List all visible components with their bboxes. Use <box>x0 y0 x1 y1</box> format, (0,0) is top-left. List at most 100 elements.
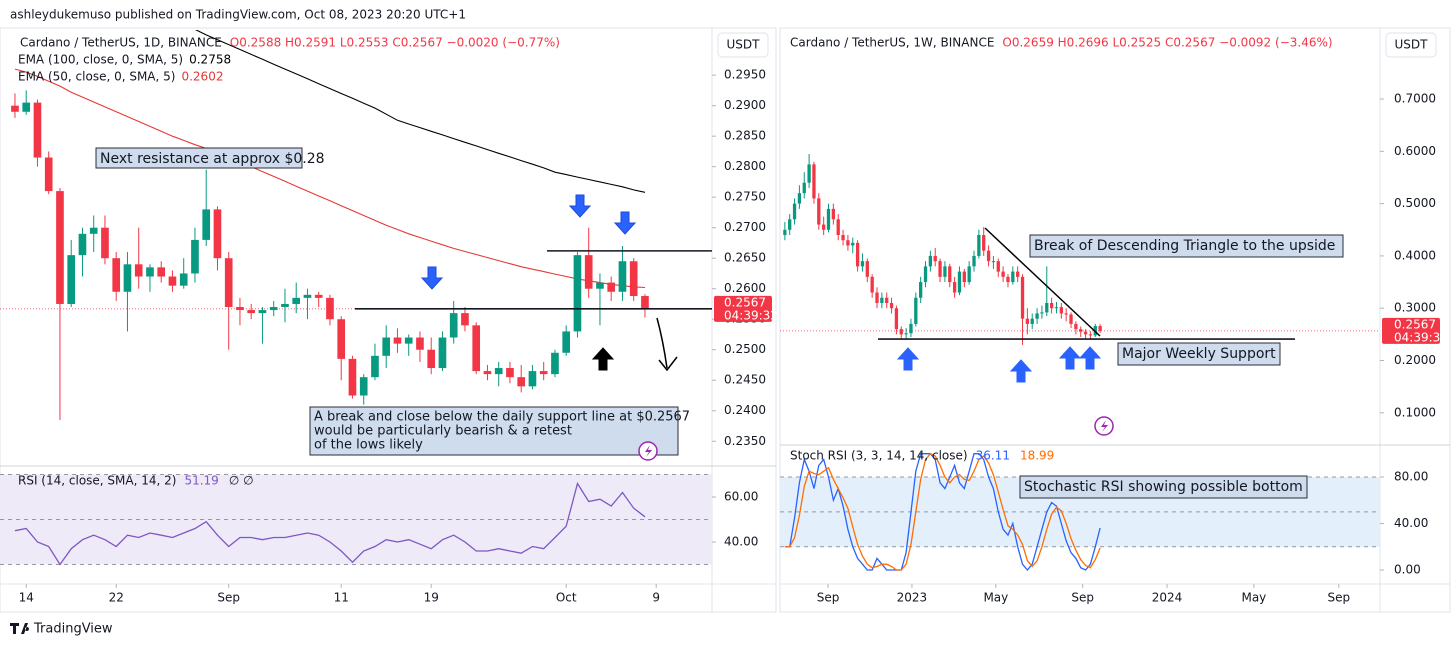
annotation-box <box>1019 475 1308 499</box>
legend-series-value: 18.99 <box>1020 449 1054 463</box>
candle-body <box>870 276 874 293</box>
candle-body <box>1020 276 1025 319</box>
triangle-line <box>984 227 1101 337</box>
candle-body <box>22 102 31 112</box>
x-tick-label: 2024 <box>1152 591 1183 605</box>
candle-body <box>933 255 937 262</box>
price-tag <box>1382 317 1440 344</box>
y-tick-label: 0.2950 <box>724 68 766 82</box>
candle-body <box>836 219 840 235</box>
currency-box <box>717 32 769 58</box>
candle-body <box>123 264 132 292</box>
arrow-up <box>1078 346 1102 370</box>
candle-body <box>494 368 503 375</box>
candle-body <box>952 282 957 293</box>
candle-body <box>179 273 188 286</box>
y-tick-label: 0.2750 <box>724 190 766 204</box>
candle-body <box>618 261 627 292</box>
candle-body <box>875 292 879 303</box>
candle-body <box>802 182 806 194</box>
series-line <box>194 30 646 193</box>
candle-body <box>202 209 211 240</box>
arrow-up <box>591 347 615 371</box>
event-icon-bolt <box>645 445 652 457</box>
y-tick-label: 0.2500 <box>724 342 766 356</box>
candle-body <box>846 240 850 246</box>
black-arrow-head <box>658 356 678 372</box>
currency-label: USDT <box>727 38 761 52</box>
candle-body <box>1045 302 1049 313</box>
series-line <box>784 453 1101 572</box>
candle-body <box>957 271 962 293</box>
blue-arrow-down <box>420 266 444 290</box>
x-tick-label: 11 <box>334 591 349 605</box>
legend-series-value: 0.2758 <box>189 53 231 67</box>
annotation-text: Stochastic RSI showing possible bottom <box>1024 479 1303 495</box>
annotation-text: Major Weekly Support <box>1122 346 1276 362</box>
x-tick-label: 2023 <box>897 591 928 605</box>
candle-body <box>506 368 514 378</box>
candle-body <box>281 303 289 308</box>
candle-body <box>236 307 244 311</box>
candle-body <box>822 224 826 230</box>
y-tick-label: 0.2700 <box>724 220 766 234</box>
candle-body <box>851 242 855 246</box>
candle-body <box>841 235 845 241</box>
candle-body <box>1059 307 1063 314</box>
candle-body <box>865 261 869 277</box>
candle-body <box>596 282 604 289</box>
candle-body <box>168 276 177 286</box>
event-icon-bolt <box>1101 420 1108 432</box>
x-tick-label: Sep <box>817 591 840 605</box>
candle-body <box>909 323 913 334</box>
candle-body <box>539 371 548 375</box>
candle-body <box>826 208 831 230</box>
y-tick-label: 0.2400 <box>724 403 766 417</box>
legend-series-name: EMA (100, close, 0, SMA, 5) <box>18 53 183 67</box>
publisher-header: ashleydukemuso published on TradingView.… <box>10 8 466 22</box>
y-tick-label: 0.1000 <box>1394 405 1436 419</box>
candle-body <box>1049 302 1054 309</box>
candle-body <box>101 227 109 259</box>
y-tick-label: 40.00 <box>1394 516 1428 530</box>
candle-body <box>584 255 593 289</box>
plot-area <box>0 473 712 566</box>
x-tick-label: May <box>983 591 1008 605</box>
candle-body <box>258 310 267 314</box>
candle-body <box>348 358 357 396</box>
left-panel-frame <box>0 27 777 613</box>
x-tick-label: 22 <box>109 591 124 605</box>
series-line <box>14 68 646 289</box>
right-panel-frame <box>779 27 1451 613</box>
price-tag-countdown: 04:39:32 <box>724 308 778 322</box>
candle-body <box>33 102 42 158</box>
candle-body <box>792 203 797 220</box>
candle-body <box>1098 326 1102 331</box>
candle-body <box>962 271 966 283</box>
legend-title: Cardano / TetherUS, 1W, BINANCE <box>790 36 994 50</box>
candle-body <box>996 261 1000 272</box>
x-tick-label: 19 <box>424 591 439 605</box>
y-tick-label: 40.00 <box>724 534 758 548</box>
y-tick-label: 0.5000 <box>1394 196 1436 210</box>
candle-body <box>889 302 894 309</box>
y-tick-label: 0.00 <box>1394 563 1421 577</box>
series-line <box>784 452 1101 571</box>
legend-title: Stoch RSI (3, 3, 14, 14, close) <box>790 449 968 463</box>
candle-body <box>472 325 481 372</box>
candle-body <box>89 227 98 234</box>
y-tick-label: 0.2000 <box>1394 353 1436 367</box>
annotation-text: of the lows likely <box>314 438 423 453</box>
legend-extra: ∅ ∅ <box>229 474 254 488</box>
candle-body <box>224 258 233 308</box>
y-tick-label: 0.2800 <box>724 159 766 173</box>
candle-body <box>1079 329 1083 332</box>
candle-body <box>943 266 947 277</box>
candle-body <box>157 267 166 277</box>
y-tick-label: 60.00 <box>724 489 758 503</box>
candle-body <box>551 352 559 375</box>
candle-body <box>982 235 986 251</box>
price-tag-value: 0.2567 <box>1394 317 1436 331</box>
candle-body <box>314 294 323 298</box>
candle-body <box>1088 334 1093 336</box>
